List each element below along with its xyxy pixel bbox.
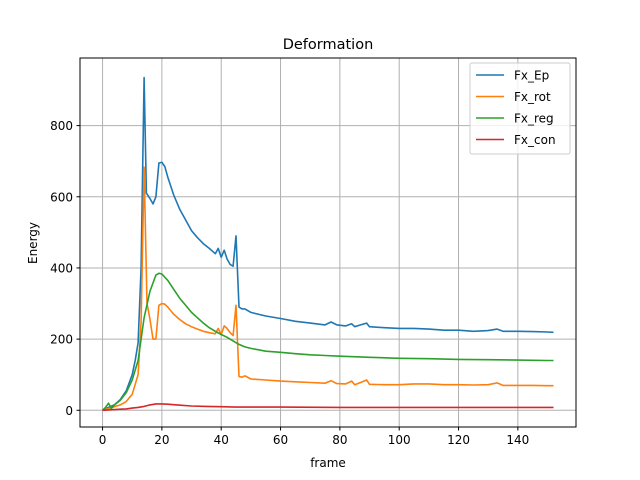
legend-label-fx-ep: Fx_Ep bbox=[514, 69, 549, 83]
x-axis-label: frame bbox=[310, 456, 346, 470]
series-line-fx-con bbox=[102, 403, 554, 412]
y-tick-label: 200 bbox=[50, 333, 73, 347]
series-line-fx-ep bbox=[102, 76, 554, 412]
x-tick-label: 20 bbox=[154, 433, 169, 447]
x-tick-label: 60 bbox=[273, 433, 288, 447]
series-layer bbox=[101, 76, 554, 412]
legend-label-fx-rot: Fx_rot bbox=[514, 90, 551, 104]
legend-label-fx-con: Fx_con bbox=[514, 133, 556, 147]
x-tick-label: 0 bbox=[99, 433, 107, 447]
x-tick-label: 100 bbox=[388, 433, 411, 447]
y-tick-label: 600 bbox=[50, 190, 73, 204]
x-tick-label: 80 bbox=[332, 433, 347, 447]
chart-title: Deformation bbox=[283, 37, 374, 53]
series-line-fx-rot bbox=[102, 166, 554, 412]
legend-label-fx-reg: Fx_reg bbox=[514, 112, 554, 126]
y-axis: 0 200 400 600 800 bbox=[50, 119, 80, 418]
y-axis-label: Energy bbox=[26, 222, 40, 264]
y-tick-label: 400 bbox=[50, 261, 73, 275]
x-tick-label: 140 bbox=[506, 433, 529, 447]
x-tick-label: 40 bbox=[214, 433, 229, 447]
legend: Fx_Ep Fx_rot Fx_reg Fx_con bbox=[469, 62, 571, 155]
x-axis: 0 20 40 60 80 100 120 140 bbox=[99, 427, 529, 447]
legend-frame bbox=[469, 62, 571, 155]
y-tick-label: 800 bbox=[50, 119, 73, 133]
y-tick-label: 0 bbox=[65, 404, 73, 418]
series-line-fx-reg bbox=[101, 272, 554, 411]
plot-frame bbox=[79, 57, 577, 428]
x-tick-label: 120 bbox=[447, 433, 470, 447]
